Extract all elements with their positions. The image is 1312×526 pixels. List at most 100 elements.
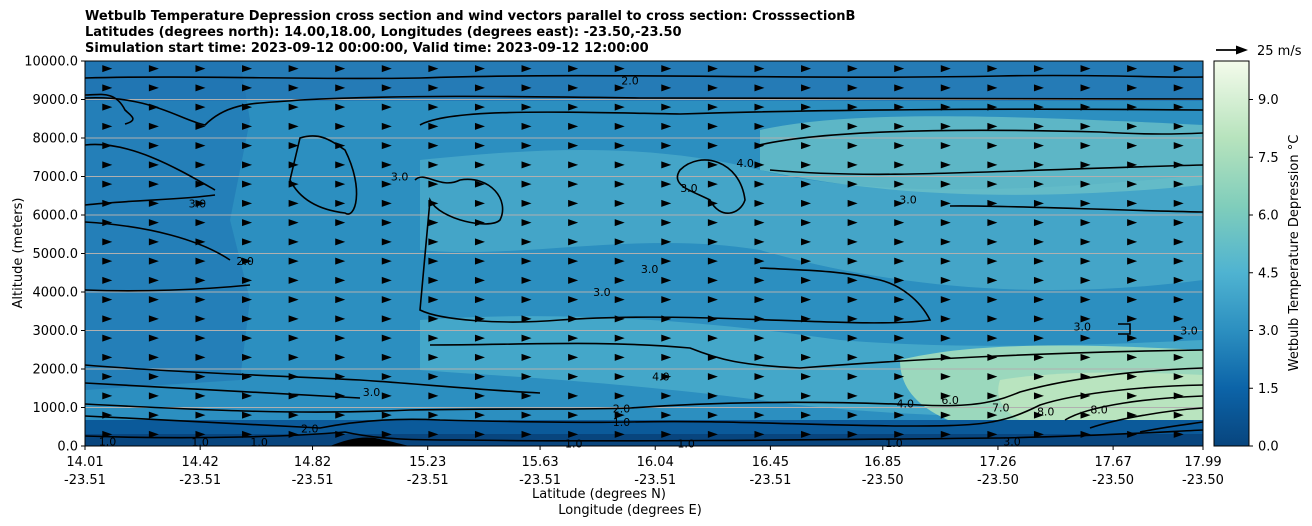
wind-arrow: [335, 373, 346, 381]
wind-arrow: [801, 373, 812, 381]
wind-arrow: [195, 334, 206, 342]
quiver-key-label: 25 m/s: [1257, 44, 1302, 59]
x-tick-label-lat: 14.82: [294, 455, 331, 470]
contour-line: [85, 384, 1203, 429]
wind-arrow: [1127, 122, 1138, 130]
wind-arrow: [1080, 65, 1091, 73]
wind-arrow: [614, 238, 625, 246]
wind-arrow: [335, 276, 346, 284]
wind-arrow: [521, 353, 532, 361]
wind-arrow: [847, 257, 858, 265]
y-tick-label: 3000.0: [33, 324, 79, 339]
wind-arrow: [614, 84, 625, 92]
wind-arrow: [847, 430, 858, 438]
wind-arrow: [381, 276, 392, 284]
colorbar-tick-label: 6.0: [1258, 209, 1279, 224]
contour-line: [85, 364, 541, 394]
contour-label: 4.0: [896, 398, 914, 411]
wind-arrow: [195, 84, 206, 92]
wind-arrow: [894, 219, 905, 227]
wind-arrow: [940, 199, 951, 207]
wind-arrow: [940, 142, 951, 150]
field-upper-dark: [85, 61, 1203, 101]
wind-arrow: [614, 199, 625, 207]
contour-label: 3.0: [363, 386, 381, 399]
wind-arrow: [102, 142, 113, 150]
wind-arrow: [242, 276, 253, 284]
wind-arrow: [754, 180, 765, 188]
wind-arrow: [894, 122, 905, 130]
wind-arrow: [102, 122, 113, 130]
contour-label: 1.0: [565, 438, 583, 451]
wind-arrow: [288, 373, 299, 381]
wind-arrow: [381, 334, 392, 342]
wind-arrow: [1080, 276, 1091, 284]
contour-label: 1.0: [99, 435, 117, 448]
wind-arrow: [987, 65, 998, 73]
wind-arrow: [428, 315, 439, 323]
y-tick-label: 9000.0: [33, 93, 79, 108]
wind-arrow: [1127, 276, 1138, 284]
wind-arrow: [661, 257, 672, 265]
wind-arrow: [335, 392, 346, 400]
wind-arrow: [474, 219, 485, 227]
wind-arrow: [195, 430, 206, 438]
x-tick-label-lat: 14.01: [66, 455, 103, 470]
wind-arrow: [1127, 296, 1138, 304]
contour-label: 7.0: [992, 402, 1010, 415]
wind-arrow: [661, 276, 672, 284]
wind-arrow: [381, 65, 392, 73]
wind-arrow: [754, 411, 765, 419]
wind-arrow: [614, 142, 625, 150]
wind-arrow: [381, 199, 392, 207]
wind-arrow: [754, 65, 765, 73]
wind-arrow: [1173, 430, 1184, 438]
wind-arrow: [102, 199, 113, 207]
wind-arrow: [381, 373, 392, 381]
x-tick-label-lat: 17.99: [1184, 455, 1221, 470]
contour-line: [85, 93, 134, 125]
wind-arrow: [102, 219, 113, 227]
wind-arrow: [847, 238, 858, 246]
wind-arrow: [288, 65, 299, 73]
wind-arrow: [242, 353, 253, 361]
wind-arrow: [847, 334, 858, 342]
wind-arrow: [335, 199, 346, 207]
wind-arrow: [987, 296, 998, 304]
colorbar-tick-label: 1.5: [1258, 382, 1279, 397]
contour-label: 3.0: [899, 194, 917, 207]
wind-arrow: [940, 296, 951, 304]
wind-arrow: [940, 65, 951, 73]
wind-arrow: [1080, 161, 1091, 169]
wind-arrow: [1080, 219, 1091, 227]
wind-arrow: [1127, 373, 1138, 381]
x-tick-label-lon: -23.51: [179, 473, 221, 488]
wind-arrow: [242, 84, 253, 92]
colorbar-gradient: [1213, 60, 1250, 447]
wind-arrow: [940, 161, 951, 169]
contour-label: 6.0: [941, 394, 959, 407]
x-tick-label-lat: 16.04: [637, 455, 674, 470]
wind-arrow: [568, 257, 579, 265]
wind-arrow: [661, 430, 672, 438]
wind-arrow: [102, 392, 113, 400]
quiver-key: 25 m/s: [1216, 44, 1302, 59]
wind-arrow: [242, 296, 253, 304]
wind-arrow: [148, 353, 159, 361]
wind-arrow: [801, 84, 812, 92]
contour-label: 2.0: [621, 74, 639, 87]
title-line-3: Simulation start time: 2023-09-12 00:00:…: [85, 41, 649, 56]
wind-arrow: [242, 103, 253, 111]
wind-arrow: [1173, 411, 1184, 419]
contour-line: [85, 429, 1203, 442]
wind-arrow: [195, 276, 206, 284]
wind-arrow: [1173, 296, 1184, 304]
wind-arrow: [288, 219, 299, 227]
wind-arrow: [801, 296, 812, 304]
wind-arrow: [335, 142, 346, 150]
wind-arrow: [1080, 84, 1091, 92]
wind-arrow: [707, 430, 718, 438]
wind-arrow: [474, 84, 485, 92]
wind-arrow: [661, 103, 672, 111]
wind-arrow: [940, 238, 951, 246]
